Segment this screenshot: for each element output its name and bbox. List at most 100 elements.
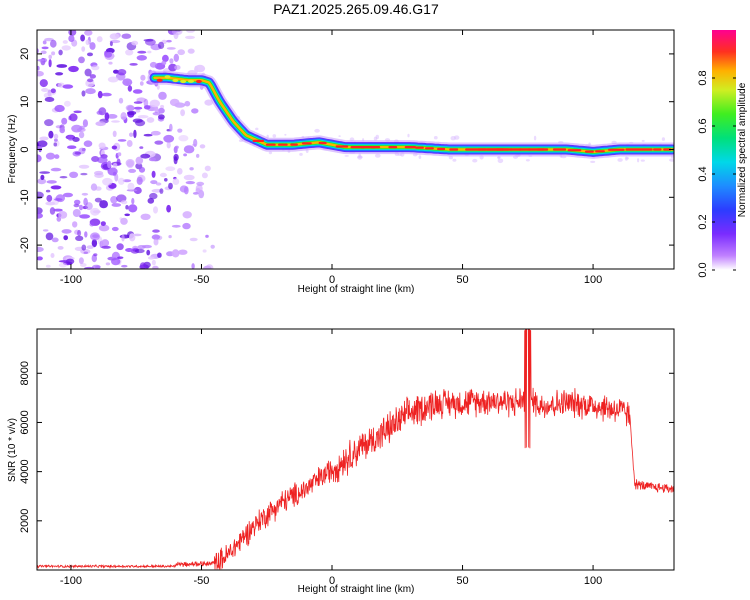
snr-y-tick-label: 4000 [19,459,31,483]
spectrogram-noise-blob [205,264,214,269]
spectrogram-noise-blob [172,178,180,186]
spectrogram-noise-blob [37,59,45,62]
spectrogram-noise-blob [51,237,59,243]
spectrogram-noise-blob [81,244,87,251]
spectrogram-noise-blob [100,239,109,248]
spectrogram-noise-blob [146,249,151,256]
spectrogram-noise-blob [159,172,167,178]
spectrogram-noise-blob [180,109,186,117]
spectrogram-noise-blob [196,181,205,186]
spectrogram-noise-blob [117,139,127,142]
snr-y-tick-label: 2000 [19,509,31,533]
spectrogram-noise-blob [37,256,43,261]
spectrogram-noise-blob [106,114,118,119]
spectrogram-noise-blob [669,158,674,162]
colorbar-label: Normalized spectral amplitude [737,82,748,217]
spectrogram-noise-blob [72,221,78,228]
spectrogram-noise-blob [51,51,56,56]
spectrogram-noise-blob [78,131,85,139]
spectrogram-noise-blob [151,259,156,266]
spectrogram-noise-blob [37,212,43,219]
spectrogram-noise-blob [193,138,198,148]
spectrogram-noise-blob [150,130,161,136]
spectrogram-noise-blob [121,234,125,242]
spectrogram-noise-blob [91,239,98,248]
spectrogram-y-tick-label: -20 [19,237,31,253]
spectrogram-noise-blob [54,138,58,142]
spectrogram-noise-blob [525,159,530,162]
spectrogram-noise-blob [45,152,56,160]
spectrogram-noise-blob [111,226,119,232]
spectrogram-noise-blob [168,182,173,190]
spectrogram-noise-blob [272,134,277,138]
spectrogram-noise-blob [69,171,79,178]
spectrogram-y-tick-label: 0 [19,146,31,152]
colorbar-tick-label: 0.4 [697,166,709,181]
spectrogram-noise-blob [109,41,113,47]
spectrogram-noise-blob [89,74,97,79]
spectrogram-noise-blob [122,179,132,183]
spectrogram-noise-blob [45,189,51,193]
spectrogram-noise-blob [112,162,118,169]
spectrogram-noise-blob [69,113,78,122]
spectrogram-noise-blob [196,153,200,158]
spectrogram-noise-blob [120,112,127,121]
spectrogram-noise-blob [78,164,90,169]
spectrogram-noise-blob [158,41,165,50]
spectrogram-x-ticks: -100 -50 0 50 100 [60,30,602,286]
spectrogram-noise-blob [433,136,438,140]
spectrogram-noise-blob [375,134,379,140]
spectrogram-noise-blob [134,248,145,254]
spectrogram-noise-blob [107,160,112,169]
spectrogram-noise-blob [125,80,130,86]
spectrogram-noise-blob [72,137,80,142]
spectrogram-noise-blob [118,97,124,104]
spectrogram-noise-blob [125,159,135,167]
spectrogram-noise-blob [96,110,103,115]
spectrogram-noise-blob [79,204,83,211]
spectrogram-noise-blob [127,182,135,191]
spectrogram-noise-blob [117,177,125,185]
spectrogram-noise-blob [178,249,188,255]
spectrogram-noise-blob [314,128,320,133]
spectrogram-noise-blob [136,97,147,103]
spectrogram-noise-blob [37,191,44,199]
spectrogram-noise-blob [136,176,143,185]
spectrogram-noise-blob [58,262,68,268]
spectrogram-noise-blob [84,68,92,77]
spectrogram-noise-blob [183,145,195,154]
spectrogram-noise-blob [158,107,165,114]
spectrogram-noise-blob [155,182,162,186]
snr-panel: -100 -50 0 50 100 2000 4000 6000 8000 Height of… [7,328,675,595]
spectrogram-noise-blob [111,257,121,266]
spectrogram-noise-blob [140,153,151,159]
spectrogram-noise-blob [131,197,135,205]
spectrogram-noise-blob [80,34,85,42]
spectrogram-noise-blob [204,165,211,172]
spectrogram-noise-blob [183,153,188,157]
spectrogram-noise-blob [125,248,134,252]
spectrogram-noise-blob [78,257,84,265]
spectrogram-noise-blob [117,256,124,260]
spectrogram-noise-blob [111,120,120,123]
spectrogram-noise-blob [61,117,68,125]
spectrogram-noise-blob [178,135,189,142]
spectrogram-noise-blob [210,244,215,249]
spectrogram-noise-blob [63,192,73,198]
spectrogram-noise-blob [84,30,93,36]
spectrogram-noise-blob [140,213,151,220]
spectrogram-noise-blob [152,229,160,233]
spectrogram-noise-blob [48,59,52,68]
spectrogram-noise-blob [182,211,192,219]
spectrogram-noise-blob [43,92,53,99]
spectrogram-noise-blob [175,145,179,149]
spectrogram-noise-blob [85,39,90,46]
spectrogram-noise-blob [133,101,143,104]
spectrogram-noise-blob [86,245,94,250]
spectrogram-noise-blob [189,237,198,242]
spectrogram-noise-blob [173,156,178,165]
spectrogram-noise-blob [111,145,118,150]
spectrogram-noise-blob [448,155,453,160]
spectrogram-noise-blob [140,74,146,81]
spectrogram-noise-blob [640,159,645,162]
